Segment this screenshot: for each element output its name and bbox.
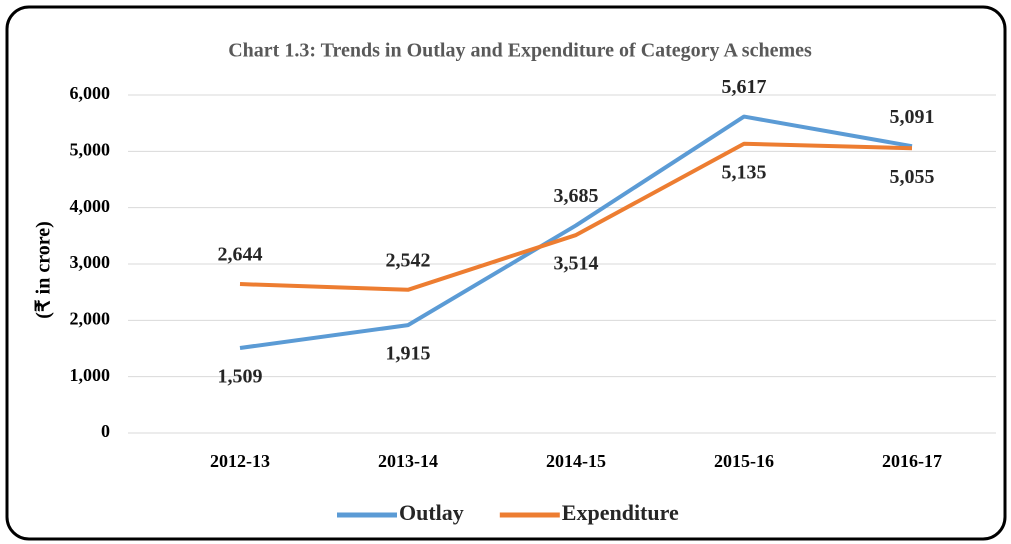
- y-axis-label: (₹ in crore): [33, 221, 55, 319]
- data-label: 1,915: [386, 343, 431, 365]
- line-series: [239, 114, 913, 350]
- y-tick-label: 2,000: [70, 308, 111, 328]
- x-tick-label: 2014-15: [546, 451, 606, 471]
- y-tick-label: 1,000: [70, 365, 111, 385]
- data-label: 5,135: [722, 161, 767, 183]
- line-series: [239, 141, 913, 292]
- frame: [5, 5, 1007, 541]
- x-tick-label: 2013-14: [378, 451, 438, 471]
- data-label: 3,514: [554, 253, 599, 275]
- data-label: 5,617: [722, 76, 767, 98]
- y-tick-label: 5,000: [70, 139, 111, 159]
- y-tick-label: 0: [101, 421, 110, 441]
- data-label: 5,091: [890, 106, 935, 128]
- y-tick-label: 3,000: [70, 252, 111, 272]
- data-label: 2,542: [386, 249, 431, 271]
- data-label: 5,055: [890, 166, 935, 188]
- x-tick-label: 2012-13: [210, 451, 270, 471]
- data-label: 2,644: [218, 244, 263, 266]
- legend-label: Expenditure: [562, 500, 679, 525]
- y-tick-label: 6,000: [70, 83, 111, 103]
- x-tick-label: 2015-16: [714, 451, 774, 471]
- legend-label: Outlay: [399, 500, 464, 525]
- y-tick-label: 4,000: [70, 196, 111, 216]
- data-label: 1,509: [218, 366, 263, 388]
- x-tick-label: 2016-17: [882, 451, 942, 471]
- chart-title: Chart 1.3: Trends in Outlay and Expendit…: [228, 40, 812, 62]
- data-label: 3,685: [554, 185, 599, 207]
